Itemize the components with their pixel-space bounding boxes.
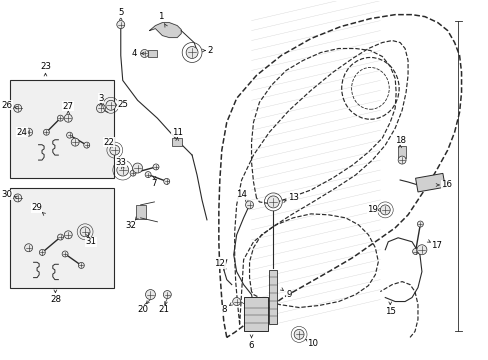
Bar xyxy=(10,80,114,178)
Text: 26: 26 xyxy=(1,101,12,110)
Circle shape xyxy=(62,251,68,257)
Text: 20: 20 xyxy=(137,305,148,314)
Circle shape xyxy=(294,329,304,339)
Text: 4: 4 xyxy=(132,49,137,58)
Text: 9: 9 xyxy=(286,290,291,299)
Circle shape xyxy=(80,227,90,237)
Circle shape xyxy=(43,129,49,135)
Text: 16: 16 xyxy=(440,180,451,189)
Circle shape xyxy=(245,201,253,209)
Circle shape xyxy=(71,138,79,146)
Bar xyxy=(135,205,145,219)
Circle shape xyxy=(267,196,279,208)
Text: 15: 15 xyxy=(384,307,395,316)
Circle shape xyxy=(64,231,72,239)
Circle shape xyxy=(64,114,72,122)
Circle shape xyxy=(14,194,21,202)
Circle shape xyxy=(186,46,198,58)
Circle shape xyxy=(163,291,171,298)
Bar xyxy=(243,297,268,332)
Text: 19: 19 xyxy=(366,206,377,215)
Text: 5: 5 xyxy=(118,8,123,17)
Text: 1: 1 xyxy=(157,12,163,21)
Circle shape xyxy=(412,248,418,255)
Circle shape xyxy=(78,262,84,269)
Circle shape xyxy=(117,164,128,176)
Text: 30: 30 xyxy=(1,190,12,199)
Bar xyxy=(397,146,405,158)
Text: 8: 8 xyxy=(221,305,226,314)
Text: 23: 23 xyxy=(40,62,51,71)
Text: 10: 10 xyxy=(307,339,318,348)
Text: 6: 6 xyxy=(248,341,254,350)
Text: 14: 14 xyxy=(236,190,246,199)
Circle shape xyxy=(24,128,33,136)
Circle shape xyxy=(14,104,21,112)
Circle shape xyxy=(232,298,240,306)
Circle shape xyxy=(380,205,389,215)
Circle shape xyxy=(110,145,120,155)
Text: 13: 13 xyxy=(287,193,298,202)
Circle shape xyxy=(106,100,116,110)
Circle shape xyxy=(163,179,169,184)
Circle shape xyxy=(417,221,423,227)
Circle shape xyxy=(24,244,33,252)
Circle shape xyxy=(58,234,63,240)
Text: 11: 11 xyxy=(171,128,183,137)
Circle shape xyxy=(140,50,148,58)
Circle shape xyxy=(96,104,105,113)
Bar xyxy=(415,174,445,192)
Circle shape xyxy=(83,142,89,148)
Text: 2: 2 xyxy=(207,46,212,55)
Bar xyxy=(172,138,182,146)
Bar xyxy=(269,270,277,324)
Text: 25: 25 xyxy=(117,100,128,109)
Bar xyxy=(147,50,157,57)
Bar xyxy=(10,188,114,288)
Circle shape xyxy=(153,164,159,170)
Text: 22: 22 xyxy=(103,138,114,147)
Circle shape xyxy=(57,115,63,121)
Circle shape xyxy=(39,249,45,256)
Circle shape xyxy=(145,172,151,177)
Text: 12: 12 xyxy=(214,259,225,268)
Circle shape xyxy=(130,170,136,176)
Text: 18: 18 xyxy=(394,136,405,145)
Circle shape xyxy=(397,156,405,164)
Circle shape xyxy=(66,132,72,138)
Circle shape xyxy=(416,245,426,255)
Text: 3: 3 xyxy=(98,94,103,103)
Polygon shape xyxy=(149,23,181,37)
Circle shape xyxy=(132,163,142,173)
Text: 21: 21 xyxy=(159,305,169,314)
Text: 24: 24 xyxy=(16,128,27,137)
Text: 27: 27 xyxy=(62,102,74,111)
Text: 28: 28 xyxy=(50,295,61,304)
Circle shape xyxy=(117,21,124,28)
Text: 32: 32 xyxy=(125,221,136,230)
Text: 29: 29 xyxy=(31,203,42,212)
Text: 31: 31 xyxy=(85,237,96,246)
Text: 17: 17 xyxy=(430,241,441,250)
Circle shape xyxy=(145,289,155,300)
Text: 7: 7 xyxy=(151,180,157,189)
Text: 33: 33 xyxy=(115,158,126,167)
